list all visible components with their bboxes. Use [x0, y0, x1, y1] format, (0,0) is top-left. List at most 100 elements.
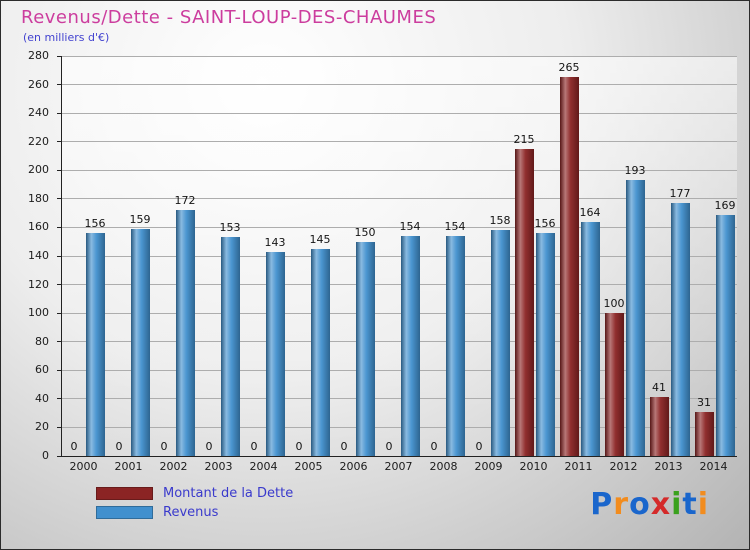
value-label-revenus: 172 [174, 194, 196, 208]
x-axis-label-2008: 2008 [429, 460, 458, 473]
bar-revenus-2013 [670, 203, 690, 456]
value-label-dette-zero: 0 [340, 440, 348, 453]
legend-swatch-dette [96, 487, 153, 500]
y-axis-label: 260 [28, 77, 49, 91]
y-axis-tick [57, 141, 62, 143]
y-axis-tick [57, 455, 62, 457]
bar-revenus-2005 [310, 248, 330, 457]
value-label-revenus: 156 [534, 217, 556, 231]
value-label-revenus: 154 [399, 220, 421, 233]
bar-revenus-2009 [490, 230, 510, 456]
y-axis-tick [57, 226, 62, 228]
bar-revenus-2011 [580, 221, 600, 457]
logo-letter: t [682, 487, 698, 522]
legend-label-dette: Montant de la Dette [163, 486, 294, 501]
gridline [62, 84, 737, 86]
x-axis-label-2006: 2006 [339, 460, 368, 473]
logo-letter: r [613, 487, 630, 522]
logo-letter: i [697, 487, 709, 522]
y-axis-tick [57, 255, 62, 257]
value-label-dette-zero: 0 [160, 440, 168, 453]
bar-dette-2012 [604, 313, 624, 456]
x-axis-label-2003: 2003 [204, 460, 233, 473]
y-axis-label: 20 [35, 420, 49, 434]
bar-revenus-2014 [715, 214, 735, 457]
bar-dette-2011 [559, 77, 579, 456]
chart-legend: Montant de la Dette Revenus [96, 486, 293, 524]
value-label-revenus: 153 [219, 221, 241, 235]
value-label-revenus: 158 [489, 214, 511, 228]
y-axis-tick [57, 169, 62, 171]
value-label-revenus: 154 [444, 220, 466, 233]
gridline [62, 169, 737, 171]
value-label-revenus: 143 [264, 235, 286, 249]
value-label-revenus: 177 [669, 187, 691, 201]
bar-revenus-2004 [265, 251, 285, 457]
gridline [62, 369, 737, 371]
x-axis-label-2000: 2000 [69, 460, 98, 473]
y-axis-tick [57, 55, 62, 57]
bar-revenus-2001 [130, 228, 150, 457]
gridline [62, 55, 737, 57]
gridline [62, 226, 737, 228]
x-axis-label-2005: 2005 [294, 460, 323, 473]
legend-item-dette: Montant de la Dette [96, 486, 293, 501]
value-label-dette-zero: 0 [250, 440, 258, 453]
gridline [62, 112, 737, 114]
y-axis-label: 140 [28, 249, 49, 262]
x-axis-label-2002: 2002 [159, 460, 188, 473]
y-axis-label: 180 [28, 191, 49, 205]
bar-dette-2014 [694, 411, 714, 457]
x-axis-label-2011: 2011 [564, 460, 593, 473]
y-axis-tick [57, 426, 62, 428]
y-axis-label: 80 [35, 334, 49, 348]
plot-area: 0 156 0 159 0 172 0 153 0 143 0 145 0 150 0 154 0 154 0 158… [57, 55, 737, 457]
y-axis-label: 0 [42, 449, 49, 462]
y-axis-label: 60 [35, 363, 49, 377]
y-axis-tick [57, 112, 62, 114]
value-label-dette: 41 [652, 381, 666, 395]
bar-revenus-2003 [220, 237, 240, 456]
y-axis-tick [57, 398, 62, 400]
x-axis-label-2010: 2010 [519, 460, 548, 473]
logo-letter: o [629, 487, 651, 522]
y-axis-labels: 0 20 40 60 80 100 120 140 160 180 200 220 240 260 280 [1, 49, 55, 462]
gridline [62, 312, 737, 314]
value-label-dette-zero: 0 [205, 440, 213, 453]
value-label-revenus: 193 [624, 164, 646, 178]
value-label-dette: 100 [603, 297, 625, 311]
value-label-revenus: 145 [309, 232, 331, 246]
value-label-dette: 215 [513, 132, 535, 146]
value-label-dette-zero: 0 [295, 440, 303, 453]
y-axis-label: 200 [28, 163, 49, 177]
legend-swatch-revenus [96, 506, 153, 519]
logo-letter: x [650, 487, 672, 522]
bar-dette-2013 [649, 397, 669, 456]
y-axis-tick [57, 84, 62, 86]
x-axis-label-2004: 2004 [249, 460, 278, 473]
gridline [62, 426, 737, 428]
value-label-dette-zero: 0 [475, 440, 483, 453]
gridline [62, 255, 737, 257]
gridline [62, 141, 737, 143]
x-axis-label-2013: 2013 [654, 460, 683, 473]
value-label-revenus: 159 [129, 212, 151, 226]
chart-subtitle: (en milliers d'€) [23, 31, 110, 44]
bar-revenus-2012 [625, 180, 645, 456]
bar-revenus-2002 [175, 210, 195, 456]
proxiti-logo: Proxiti [590, 487, 709, 522]
bar-revenus-2000 [85, 233, 105, 456]
y-axis-tick [57, 312, 62, 314]
y-axis-tick [57, 284, 62, 286]
y-axis-tick [57, 341, 62, 343]
logo-letter: P [590, 487, 614, 522]
value-label-dette-zero: 0 [115, 440, 123, 453]
bar-revenus-2008 [445, 236, 465, 456]
chart-title: Revenus/Dette - SAINT-LOUP-DES-CHAUMES [21, 7, 437, 28]
value-label-dette-zero: 0 [385, 440, 393, 453]
y-axis-label: 280 [28, 49, 49, 62]
value-label-revenus: 156 [84, 217, 106, 231]
y-axis-label: 160 [28, 220, 49, 234]
bar-revenus-2007 [400, 236, 420, 456]
